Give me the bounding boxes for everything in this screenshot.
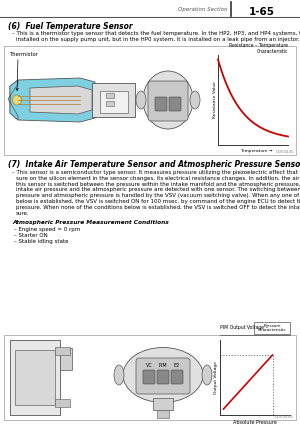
Text: pressure and atmospheric pressure is handled by the VSV (vacuum switching valve): pressure and atmospheric pressure is han… <box>16 193 300 198</box>
FancyBboxPatch shape <box>148 81 188 121</box>
Bar <box>106 93 114 98</box>
FancyBboxPatch shape <box>169 97 181 111</box>
Text: E2: E2 <box>174 363 180 368</box>
Bar <box>55 347 70 355</box>
Text: VC: VC <box>146 363 152 368</box>
Bar <box>157 410 169 418</box>
Bar <box>4 335 296 420</box>
Ellipse shape <box>123 348 203 402</box>
Text: – This is a thermistor type sensor that detects the fuel temperature. In the HP2: – This is a thermistor type sensor that … <box>12 31 300 36</box>
FancyBboxPatch shape <box>136 358 190 394</box>
Text: Q000455: Q000455 <box>275 414 294 418</box>
Ellipse shape <box>13 95 22 105</box>
Bar <box>15 350 55 405</box>
Text: this sensor is switched between the pressure within the intake manifold and the : this sensor is switched between the pres… <box>16 181 300 187</box>
Bar <box>106 101 114 106</box>
Text: pressure. When none of the conditions below is established, the VSV is switched : pressure. When none of the conditions be… <box>16 205 300 210</box>
Text: installed on the supply pump unit, but in the HP0 system, it is installed on a l: installed on the supply pump unit, but i… <box>16 37 300 42</box>
Text: – Engine speed = 0 rpm: – Engine speed = 0 rpm <box>14 227 80 232</box>
Text: below is established, the VSV is switched ON for 100 msec. by command of the eng: below is established, the VSV is switche… <box>16 199 300 204</box>
FancyBboxPatch shape <box>143 370 155 384</box>
Text: Thermistor: Thermistor <box>10 52 39 57</box>
Text: Operation Section: Operation Section <box>178 7 228 12</box>
Text: Temperature →: Temperature → <box>240 149 272 153</box>
Text: – Stable idling state: – Stable idling state <box>14 239 68 244</box>
Text: PIM Output Voltage –: PIM Output Voltage – <box>220 326 268 331</box>
Polygon shape <box>30 86 92 114</box>
Bar <box>100 91 128 113</box>
FancyBboxPatch shape <box>157 370 169 384</box>
Text: 1-65: 1-65 <box>249 7 275 17</box>
Text: – This sensor is a semiconductor type sensor. It measures pressure utilizing the: – This sensor is a semiconductor type se… <box>12 170 300 175</box>
Polygon shape <box>10 78 95 122</box>
FancyBboxPatch shape <box>155 97 167 111</box>
Text: – Starter ON: – Starter ON <box>14 233 48 238</box>
Text: Q000445: Q000445 <box>275 149 294 153</box>
Ellipse shape <box>114 365 124 385</box>
Text: intake air pressure and the atmospheric pressure are detected with one sensor. T: intake air pressure and the atmospheric … <box>16 187 300 193</box>
Ellipse shape <box>143 71 193 129</box>
Bar <box>254 322 290 334</box>
Ellipse shape <box>202 365 212 385</box>
Bar <box>153 398 173 410</box>
Text: Atmospheric Pressure Measurement Conditions: Atmospheric Pressure Measurement Conditi… <box>12 221 169 225</box>
Bar <box>55 399 70 407</box>
Ellipse shape <box>190 91 200 109</box>
Polygon shape <box>92 83 135 117</box>
Text: Output Voltage: Output Voltage <box>214 361 218 394</box>
Text: Resistance – Temperature
Characteristic: Resistance – Temperature Characteristic <box>229 43 288 54</box>
Text: (7)  Intake Air Temperature Sensor and Atmospheric Pressure Sensor: (7) Intake Air Temperature Sensor and At… <box>8 160 300 169</box>
Text: Absolute Pressure: Absolute Pressure <box>233 420 277 425</box>
Text: (6)  Fuel Temperature Sensor: (6) Fuel Temperature Sensor <box>8 22 133 31</box>
Text: sure.: sure. <box>16 211 30 215</box>
FancyBboxPatch shape <box>171 370 183 384</box>
Text: sure on the silicon element in the sensor changes, its electrical resistance cha: sure on the silicon element in the senso… <box>16 176 300 181</box>
Polygon shape <box>8 80 18 120</box>
Text: Pressure
Characteristic: Pressure Characteristic <box>258 324 286 332</box>
Text: PIM: PIM <box>159 363 167 368</box>
Bar <box>60 348 72 370</box>
Bar <box>4 46 296 155</box>
Bar <box>10 340 60 415</box>
Ellipse shape <box>136 91 146 109</box>
Text: Resistance Value: Resistance Value <box>213 82 217 119</box>
